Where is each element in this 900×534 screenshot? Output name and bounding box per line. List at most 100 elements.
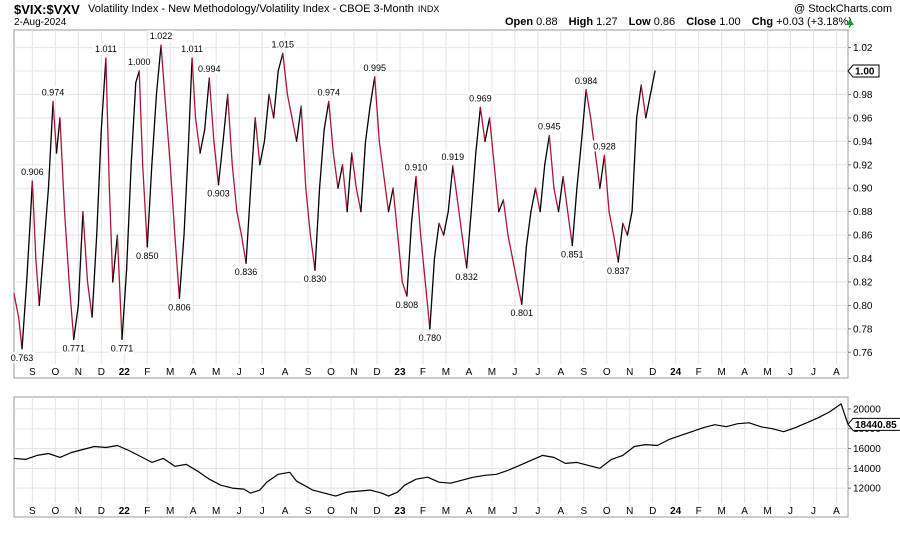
ratio-annotation-label: 0.836 xyxy=(235,267,258,277)
ratio-line-segment xyxy=(77,210,84,307)
ratio-x-tick-label: A xyxy=(833,367,840,378)
ratio-line-segment xyxy=(553,187,560,213)
ratio-line-segment xyxy=(323,100,330,131)
ratio-line-segment xyxy=(55,117,61,154)
index-x-tick-label: F xyxy=(696,506,702,517)
index-x-tick-label: N xyxy=(626,506,633,517)
ratio-annotation-bg xyxy=(605,265,632,277)
ratio-annotation-label: 0.801 xyxy=(510,308,533,318)
ratio-y-tick-label: 0.86 xyxy=(853,231,873,242)
ratio-line-segment xyxy=(236,210,243,236)
description-text: Volatility Index - New Methodology/Volat… xyxy=(88,3,414,15)
ratio-line-segment xyxy=(424,281,431,330)
ratio-annotation-label: 0.830 xyxy=(304,274,327,284)
ratio-annotation-label: 1.011 xyxy=(95,44,117,54)
ratio-annotation-bg xyxy=(40,86,67,98)
ratio-annotation-label: 1.022 xyxy=(150,31,173,41)
ratio-annotation-label: 0.919 xyxy=(442,152,465,162)
ratio-line-segment xyxy=(191,57,197,119)
ratio-line-segment xyxy=(47,100,54,189)
ratio-x-tick-label: A xyxy=(557,367,564,378)
ratio-annotation-bg xyxy=(508,307,535,319)
stockcharts-credit[interactable]: @ StockCharts.com xyxy=(794,3,892,15)
ratio-line-segment xyxy=(138,70,144,166)
ratio-line-segment xyxy=(178,234,185,300)
ratio-line-segment xyxy=(447,165,454,213)
ratio-line-segment xyxy=(318,128,325,189)
ratio-annotation-label: 1.015 xyxy=(272,39,295,49)
ratio-line-segment xyxy=(295,105,302,142)
index-x-tick-label: A xyxy=(833,506,840,517)
ratio-x-tick-label: O xyxy=(327,367,335,378)
high-label: High xyxy=(568,16,594,28)
ratio-annotation-label: 0.906 xyxy=(21,167,44,177)
ratio-last-value-label: 1.00 xyxy=(855,67,875,78)
ratio-line-segment xyxy=(300,105,307,189)
ratio-line-segment xyxy=(534,187,541,213)
ratio-annotation-label: 0.910 xyxy=(405,162,428,172)
ratio-line-segment xyxy=(452,165,459,201)
ratio-annotation-bg xyxy=(416,331,443,343)
ratio-line-segment xyxy=(259,140,266,166)
ratio-x-tick-label: M xyxy=(212,367,220,378)
ratio-line-segment xyxy=(397,234,403,283)
ratio-line-segment xyxy=(599,154,606,189)
close-label: Close xyxy=(686,16,717,28)
ratio-annotation-bg xyxy=(205,187,232,199)
ratio-line-segment xyxy=(415,175,422,236)
ratio-x-tick-label: 22 xyxy=(119,367,131,378)
ratio-annotation-bg xyxy=(166,301,193,313)
ratio-line-segment xyxy=(594,152,601,189)
ratio-annotation-bg xyxy=(269,38,296,50)
index-y-tick-label: 12000 xyxy=(853,484,881,495)
index-x-tick-label: A xyxy=(190,506,197,517)
ratio-line-segment xyxy=(635,84,642,119)
ratio-line-segment xyxy=(112,234,119,283)
up-arrow-icon xyxy=(846,19,854,25)
ratio-x-tick-label: N xyxy=(350,367,357,378)
ratio-x-tick-label: N xyxy=(626,367,633,378)
ratio-line-segment xyxy=(603,154,610,213)
index-x-tick-label: J xyxy=(237,506,242,517)
ratio-line-segment xyxy=(125,164,132,271)
index-x-tick-label: M xyxy=(166,506,174,517)
ratio-line-segment xyxy=(429,257,436,330)
ratio-annotation-bg xyxy=(179,43,206,55)
ratio-line-segment xyxy=(387,187,394,213)
ratio-line-segment xyxy=(346,152,353,213)
ratio-annotation-bg xyxy=(92,43,119,55)
ratio-x-tick-label: J xyxy=(788,367,793,378)
ratio-line-segment xyxy=(68,281,75,341)
ratio-line-segment xyxy=(63,210,70,283)
ratio-x-tick-label: S xyxy=(580,367,587,378)
ratio-line-segment xyxy=(142,164,148,248)
index-x-tick-label: M xyxy=(212,506,220,517)
ratio-line-segment xyxy=(613,234,619,263)
ratio-last-value-tag xyxy=(847,64,880,78)
ratio-line-segment xyxy=(282,52,289,96)
ratio-line-segment xyxy=(465,210,472,269)
ratio-line-segment xyxy=(240,234,247,264)
ratio-line-segment xyxy=(96,128,102,236)
ratio-line-segment xyxy=(231,164,238,213)
ratio-line-segment xyxy=(213,140,220,186)
ratio-line-segment xyxy=(17,316,23,350)
ratio-x-tick-label: F xyxy=(144,367,150,378)
ratio-line-segment xyxy=(194,117,201,154)
ratio-annotation-bg xyxy=(126,56,153,68)
index-x-tick-label: S xyxy=(305,506,312,517)
ratio-annotation-label: 0.974 xyxy=(42,87,65,97)
index-frame xyxy=(13,396,849,518)
index-x-tick-label: A xyxy=(466,506,473,517)
chg-label: Chg xyxy=(751,16,774,28)
ratio-line-segment xyxy=(199,128,206,154)
ratio-line-segment xyxy=(116,234,123,341)
index-x-tick-label: 24 xyxy=(670,506,682,517)
ratio-line-segment xyxy=(479,106,486,142)
ratio-y-tick-label: 0.78 xyxy=(853,324,873,335)
ratio-line-segment xyxy=(383,175,390,213)
ratio-line-segment xyxy=(364,105,371,142)
ratio-line-segment xyxy=(544,134,550,166)
ratio-y-tick-label: 0.84 xyxy=(853,254,873,265)
ratio-line-segment xyxy=(59,117,66,213)
